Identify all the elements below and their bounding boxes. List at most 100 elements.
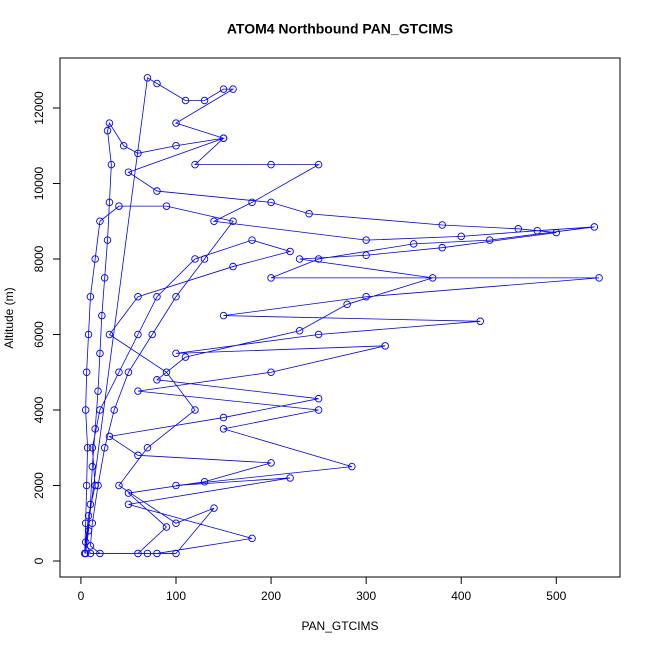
data-point — [98, 311, 106, 320]
data-point — [219, 85, 228, 93]
data-point — [103, 236, 112, 244]
data-point — [172, 142, 180, 150]
data-point — [148, 330, 156, 339]
data-point — [362, 236, 370, 244]
data-point — [153, 376, 161, 384]
data-point — [191, 255, 199, 263]
data-point — [88, 462, 97, 471]
data-point — [100, 444, 109, 452]
data-point — [115, 368, 123, 377]
data-point — [82, 368, 91, 377]
data-point — [134, 330, 142, 339]
data-point — [143, 74, 152, 82]
data-point — [153, 79, 161, 88]
data-point — [219, 413, 228, 422]
data-point — [134, 293, 142, 301]
data-point — [96, 406, 104, 414]
data-point — [143, 444, 152, 452]
data-point — [267, 459, 275, 467]
data-point — [457, 232, 465, 241]
data-point — [552, 228, 561, 237]
data-point — [314, 406, 323, 414]
data-point — [162, 523, 171, 531]
data-point — [219, 134, 228, 142]
data-point — [115, 481, 123, 490]
data-point — [94, 481, 102, 490]
data-point — [210, 504, 218, 512]
data-point — [91, 425, 99, 433]
data-point — [124, 168, 133, 176]
data-point — [229, 262, 237, 271]
x-tick-label: 200 — [261, 589, 281, 603]
data-point — [134, 451, 142, 460]
data-point — [153, 549, 161, 558]
data-point — [153, 293, 161, 301]
data-point — [248, 236, 256, 244]
y-tick-label: 0 — [32, 557, 46, 564]
data-point — [172, 481, 180, 490]
data-point — [295, 326, 304, 335]
data-point — [267, 274, 275, 282]
data-point — [96, 217, 104, 226]
data-point — [314, 160, 323, 169]
data-point — [91, 481, 99, 490]
data-point — [590, 223, 599, 231]
data-point — [191, 160, 199, 169]
data-line — [84, 77, 600, 554]
data-point — [162, 368, 171, 377]
data-point — [362, 293, 370, 301]
data-point — [210, 217, 218, 226]
y-tick-label: 6000 — [32, 321, 46, 348]
data-point — [110, 406, 118, 414]
data-point — [286, 474, 294, 482]
data-point — [143, 549, 152, 558]
data-point — [595, 274, 603, 282]
data-point — [229, 85, 237, 93]
data-point — [124, 500, 133, 509]
data-point — [191, 406, 199, 414]
x-axis-label: PAN_GTCIMS — [301, 619, 378, 633]
data-point — [229, 217, 237, 226]
y-tick-label: 10000 — [32, 167, 46, 201]
data-point — [476, 317, 484, 326]
data-point — [96, 549, 104, 558]
data-point — [305, 209, 313, 218]
data-point — [86, 500, 95, 509]
data-point — [134, 149, 142, 158]
x-tick-label: 100 — [166, 589, 186, 603]
data-point — [83, 444, 92, 452]
data-point — [172, 293, 180, 301]
data-point — [343, 300, 351, 309]
data-point — [181, 353, 190, 361]
data-point — [172, 549, 180, 558]
data-point — [88, 444, 97, 452]
data-point — [81, 519, 90, 527]
data-point — [314, 394, 323, 403]
y-tick-label: 12000 — [32, 91, 46, 125]
data-point — [105, 330, 114, 339]
data-point — [84, 527, 93, 535]
data-point — [485, 236, 494, 244]
data-point — [94, 387, 102, 395]
data-point — [200, 96, 209, 105]
data-point — [286, 247, 294, 256]
data-point — [438, 243, 446, 252]
data-point — [267, 160, 275, 169]
data-point — [96, 349, 104, 358]
plot-frame — [59, 57, 621, 578]
data-point — [248, 198, 256, 207]
data-point — [124, 489, 133, 497]
y-axis-label: Altitude (m) — [2, 287, 16, 348]
x-tick-label: 300 — [356, 589, 376, 603]
data-point — [348, 462, 356, 471]
data-point — [105, 198, 114, 207]
data-point — [181, 96, 190, 105]
y-tick-label: 2000 — [32, 472, 46, 499]
data-point — [134, 549, 142, 558]
y-tick-label: 8000 — [32, 245, 46, 272]
chart-title: ATOM4 Northbound PAN_GTCIMS — [227, 21, 453, 37]
data-point — [84, 330, 93, 339]
data-point — [295, 255, 304, 263]
data-point — [438, 221, 446, 229]
